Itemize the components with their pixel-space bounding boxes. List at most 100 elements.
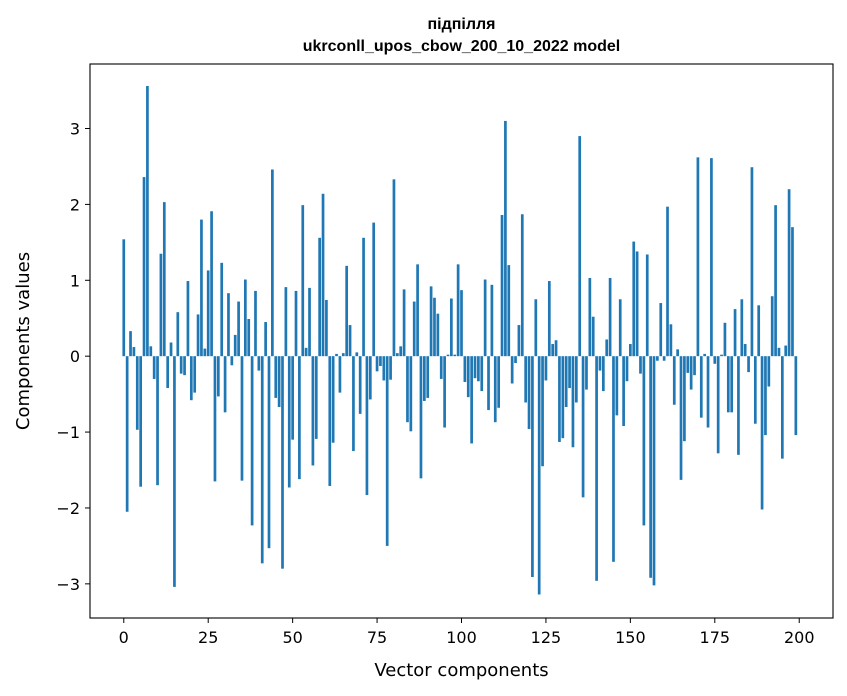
bar — [402, 289, 406, 357]
bar — [791, 227, 794, 357]
bar — [267, 356, 271, 549]
bar — [696, 157, 700, 357]
bar — [436, 313, 440, 357]
bar — [409, 356, 413, 432]
y-tick-label: −2 — [56, 499, 80, 518]
bar — [352, 356, 355, 452]
bar — [716, 356, 720, 454]
bar — [260, 356, 264, 564]
x-tick-label: 175 — [700, 628, 731, 647]
bar — [247, 318, 251, 357]
bar — [625, 356, 629, 382]
bar — [395, 353, 399, 357]
bar — [487, 356, 490, 411]
x-tick-label: 25 — [198, 628, 218, 647]
bar — [460, 290, 463, 357]
bar — [338, 356, 342, 393]
x-axis-ticks: 0 25 50 75 100 125 150 175 200 — [119, 618, 815, 647]
bar — [446, 354, 450, 357]
bar — [753, 356, 757, 424]
bar — [331, 356, 335, 443]
bar — [142, 177, 146, 357]
bar — [321, 193, 325, 357]
bar — [750, 167, 754, 357]
bar — [240, 356, 244, 481]
bar — [598, 356, 602, 371]
bar — [723, 322, 727, 357]
bar — [399, 346, 403, 357]
bar — [470, 356, 473, 444]
bar — [244, 279, 247, 357]
bar — [612, 356, 615, 562]
bar — [423, 356, 426, 401]
y-axis-label: Components values — [13, 252, 34, 430]
y-tick-label: −1 — [56, 423, 80, 442]
bar — [274, 356, 278, 398]
bar — [257, 356, 261, 371]
bar — [527, 356, 531, 430]
bar — [304, 347, 308, 357]
bar — [196, 314, 200, 357]
bar — [649, 356, 652, 578]
bar — [132, 347, 136, 357]
bar — [426, 356, 430, 398]
bar — [173, 356, 176, 587]
bar — [777, 347, 781, 357]
bar — [362, 237, 365, 357]
bar — [639, 356, 642, 374]
bar — [774, 205, 777, 357]
bar — [676, 349, 679, 357]
bar — [618, 299, 622, 357]
bar — [493, 356, 497, 423]
bar — [179, 356, 183, 374]
bar — [456, 264, 460, 357]
bar — [713, 356, 717, 364]
bar — [497, 356, 500, 408]
bar — [325, 300, 328, 357]
bar — [193, 356, 197, 393]
bar — [794, 356, 798, 436]
bar — [372, 222, 376, 357]
bar — [642, 356, 646, 526]
bar — [514, 356, 517, 364]
bar — [318, 237, 321, 357]
bar — [453, 354, 457, 357]
x-tick-label: 200 — [784, 628, 815, 647]
bar — [389, 356, 392, 380]
bar — [183, 356, 186, 376]
x-tick-label: 100 — [446, 628, 477, 647]
bar — [358, 356, 362, 414]
bar — [298, 356, 301, 480]
bar — [450, 298, 453, 357]
bar — [213, 356, 217, 482]
bar — [629, 344, 632, 357]
bar — [382, 356, 386, 381]
bars-group — [122, 86, 798, 595]
bar — [571, 356, 575, 448]
bar — [595, 356, 598, 581]
bar — [439, 356, 443, 379]
bar — [176, 312, 180, 357]
bar — [764, 356, 767, 436]
y-tick-label: 3 — [70, 120, 80, 139]
bar — [737, 356, 740, 455]
bar — [227, 293, 230, 357]
bar — [223, 356, 227, 413]
bar — [433, 297, 436, 357]
bar — [254, 290, 257, 357]
bar — [767, 356, 771, 387]
bar — [250, 356, 254, 526]
bar — [720, 354, 723, 357]
bar — [635, 251, 639, 357]
bar — [412, 301, 416, 357]
bar — [264, 322, 267, 357]
bar — [162, 202, 166, 357]
bar — [483, 279, 487, 357]
bar — [659, 303, 663, 357]
bar — [220, 262, 224, 357]
bar — [574, 356, 578, 403]
bar — [544, 356, 548, 381]
bar — [216, 356, 220, 397]
bar — [780, 356, 784, 459]
